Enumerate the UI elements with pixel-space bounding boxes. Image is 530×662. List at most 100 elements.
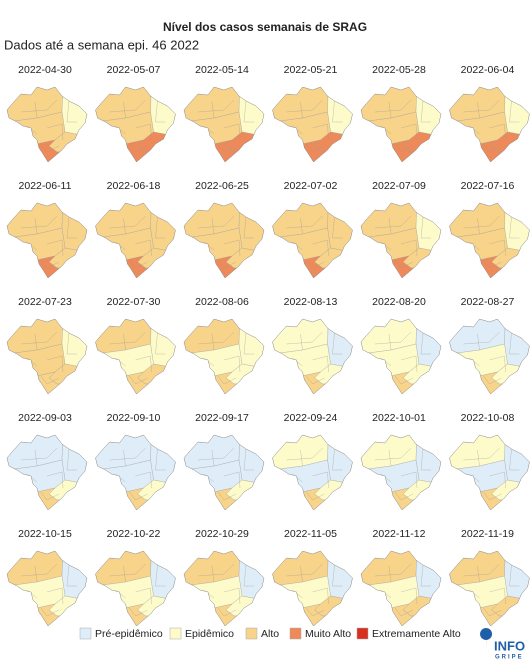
border [463, 447, 500, 461]
border [483, 375, 502, 385]
border [312, 123, 329, 141]
border [129, 491, 148, 501]
border [420, 448, 431, 471]
map-regions [184, 551, 264, 626]
map-date: 2022-08-20 [372, 296, 426, 308]
map-date: 2022-10-15 [18, 528, 72, 540]
border [135, 471, 152, 489]
border [509, 332, 520, 355]
border [34, 565, 38, 583]
border [109, 447, 146, 461]
map [360, 86, 442, 163]
border [374, 331, 412, 345]
map-date: 2022-10-29 [195, 528, 249, 540]
border [400, 355, 418, 373]
country-outline [360, 550, 442, 627]
border [388, 449, 392, 467]
border [489, 471, 506, 489]
border [394, 259, 414, 269]
map-regions [361, 435, 441, 510]
country-outline [272, 318, 353, 395]
country-outline [95, 434, 176, 511]
border [217, 143, 237, 153]
border [20, 447, 58, 461]
border [155, 448, 166, 471]
map-date: 2022-09-10 [107, 412, 161, 424]
border [217, 259, 237, 269]
map [360, 318, 442, 395]
border [312, 471, 329, 489]
country-outline [183, 202, 265, 279]
border [243, 216, 254, 239]
country-outline [183, 550, 265, 627]
border [463, 215, 500, 229]
map-regions [272, 435, 353, 510]
map-date: 2022-04-30 [18, 64, 72, 76]
border [66, 216, 77, 239]
border [109, 99, 146, 113]
map-regions [7, 87, 87, 162]
border [211, 565, 215, 583]
map-date: 2022-08-06 [195, 296, 249, 308]
country-outline [449, 318, 530, 395]
map-regions [7, 319, 87, 394]
map-regions [7, 435, 87, 510]
border [420, 216, 431, 239]
map [360, 550, 442, 627]
map [272, 202, 353, 279]
map [449, 434, 530, 511]
border [123, 101, 126, 119]
border [312, 587, 329, 605]
border [489, 355, 506, 373]
map [272, 550, 353, 627]
border [509, 100, 520, 123]
legend-label: Alto [261, 628, 279, 640]
country-outline [272, 550, 353, 627]
country-outline [272, 202, 353, 279]
border [286, 99, 323, 113]
border [197, 447, 235, 461]
map-date: 2022-05-14 [195, 64, 249, 76]
border [388, 333, 392, 351]
border [400, 239, 418, 257]
border [123, 449, 126, 467]
border [66, 448, 77, 471]
border [46, 239, 64, 257]
border [463, 563, 500, 577]
border [332, 448, 343, 471]
border [286, 331, 323, 345]
map-date: 2022-10-01 [372, 412, 426, 424]
map-date: 2022-06-11 [19, 180, 72, 192]
border [332, 100, 343, 123]
region-fill [504, 203, 530, 255]
map-date: 2022-06-18 [107, 180, 161, 192]
border [400, 123, 418, 141]
country-outline [183, 318, 265, 395]
border [34, 333, 38, 351]
country-outline [449, 86, 530, 163]
border [400, 587, 418, 605]
border [394, 607, 414, 617]
border [420, 564, 431, 587]
border [300, 565, 303, 583]
border [34, 449, 38, 467]
map [6, 86, 88, 163]
map-date: 2022-05-28 [372, 64, 426, 76]
country-outline [360, 318, 442, 395]
map-regions [272, 319, 353, 394]
border [489, 123, 506, 141]
border [243, 564, 254, 587]
border [463, 99, 500, 113]
legend-label: Pré-epidêmico [95, 628, 163, 640]
border [306, 259, 325, 269]
border [483, 607, 502, 617]
border [20, 99, 58, 113]
border [123, 565, 126, 583]
region-fill [504, 435, 530, 487]
border [374, 215, 412, 229]
border [489, 239, 506, 257]
border [509, 448, 520, 471]
border [394, 143, 414, 153]
border [34, 101, 38, 119]
map-date: 2022-07-02 [284, 180, 338, 192]
